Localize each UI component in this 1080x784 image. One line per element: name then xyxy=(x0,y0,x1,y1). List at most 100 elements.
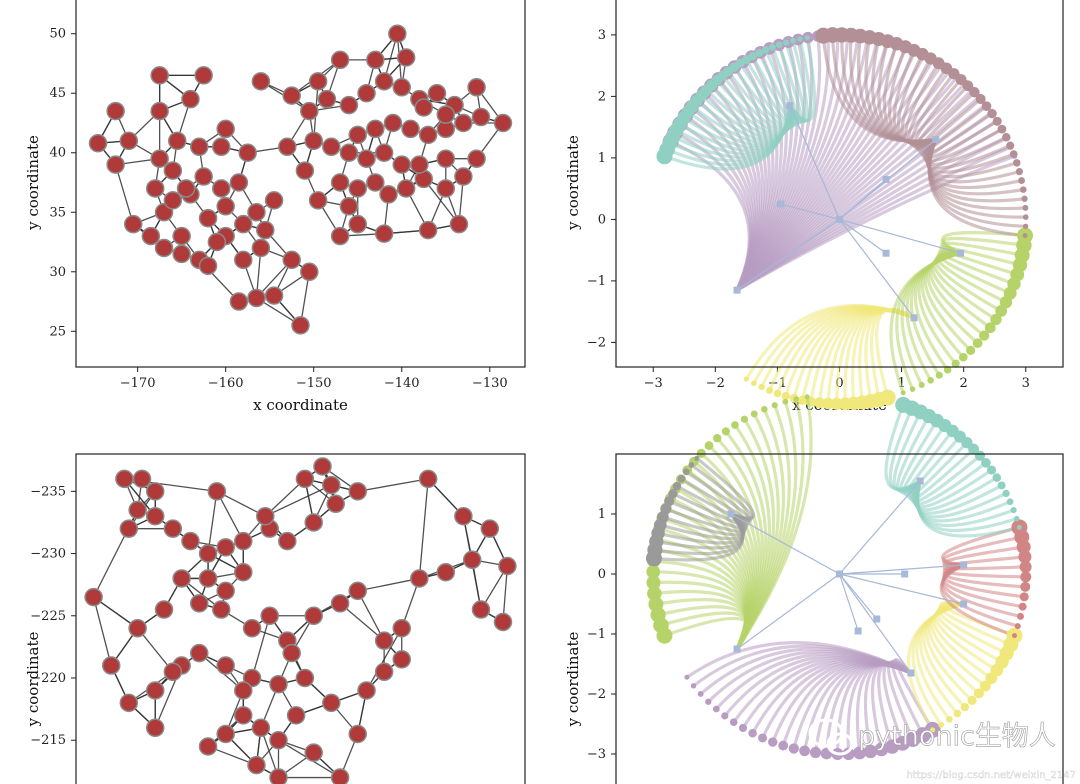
hive-leaf-node xyxy=(918,381,925,388)
network-node xyxy=(234,531,253,551)
network-node xyxy=(84,587,103,607)
network-node xyxy=(269,674,288,694)
hive-leaf-node xyxy=(1018,177,1026,185)
network-node xyxy=(454,167,473,186)
plot-frame xyxy=(615,453,1064,784)
hub-node xyxy=(957,249,965,257)
plot-frame xyxy=(75,453,526,784)
hive-leaf-node xyxy=(758,383,765,391)
network-node xyxy=(300,262,319,282)
network-node xyxy=(286,706,306,725)
network-node xyxy=(88,133,108,153)
network-node xyxy=(379,185,398,204)
hive-leaf-node xyxy=(1022,232,1028,238)
network-node xyxy=(392,650,411,669)
x-tick-label: −3 xyxy=(644,376,663,391)
network-node xyxy=(194,167,213,186)
inner-edge xyxy=(736,218,840,291)
hive-leaf-node xyxy=(694,455,700,461)
y-tick-label: −220 xyxy=(30,671,66,686)
hive-leaf-node xyxy=(895,396,912,413)
inner-edge xyxy=(736,573,840,650)
inner-links xyxy=(733,102,965,322)
network-edge xyxy=(365,627,403,691)
hive-leaf-node xyxy=(1020,571,1032,583)
hive-leaf-node xyxy=(969,87,980,98)
hive-leaf-node xyxy=(815,27,832,44)
hive-edge xyxy=(663,616,750,650)
hive-edge xyxy=(663,105,792,171)
network-node xyxy=(154,238,174,258)
watermark: pythonic生物人 https://blog.csdn.net/weixin_… xyxy=(808,718,1076,781)
network-node xyxy=(181,89,200,109)
hive-leaf-node xyxy=(771,402,778,409)
network-node xyxy=(410,569,429,588)
network-node xyxy=(216,581,235,601)
hive-leaf-node xyxy=(656,148,673,165)
network-node xyxy=(282,250,301,270)
network-node xyxy=(234,706,253,725)
network-edge xyxy=(418,478,429,579)
y-tick-label: 45 xyxy=(49,86,66,101)
network-node xyxy=(198,544,218,563)
network-node xyxy=(190,594,209,613)
hub-node xyxy=(854,627,862,635)
hive-leaf-node xyxy=(967,695,977,706)
x-tick-label: 3 xyxy=(1022,376,1030,391)
hive-leaf-node xyxy=(778,740,789,751)
network-node xyxy=(330,173,350,192)
network-node xyxy=(212,137,231,157)
network-node xyxy=(278,137,297,157)
network-node xyxy=(410,155,429,174)
network-edge xyxy=(502,565,509,623)
network-edge xyxy=(114,164,134,225)
network-node xyxy=(251,72,271,91)
inner-edge xyxy=(839,218,961,254)
hive-leaf-node xyxy=(788,743,799,754)
network-node xyxy=(150,149,169,168)
network-node xyxy=(418,125,438,145)
network-node xyxy=(493,113,513,133)
network-node xyxy=(449,214,469,234)
network-node xyxy=(339,95,359,115)
network-node xyxy=(392,78,411,97)
network-node xyxy=(145,179,165,198)
network-node xyxy=(300,101,319,121)
hive-leaf-node xyxy=(684,674,690,680)
y-tick-label: 1 xyxy=(598,151,606,166)
network-edge xyxy=(357,577,420,592)
network-node xyxy=(163,191,183,210)
network-node xyxy=(119,519,139,538)
network-node xyxy=(392,618,411,638)
network-node xyxy=(234,214,253,234)
hive-leaf-node xyxy=(750,410,758,418)
network-node xyxy=(462,550,482,570)
network-node xyxy=(339,143,359,162)
network-node xyxy=(498,556,517,576)
network-node xyxy=(366,173,385,192)
hive-leaf-node xyxy=(768,43,776,51)
hub-node xyxy=(901,570,909,578)
network-edge xyxy=(92,596,112,666)
network-node xyxy=(212,179,231,198)
network-node xyxy=(128,500,147,520)
hive-leaf-node xyxy=(1015,168,1024,176)
hive-leaf-node xyxy=(814,397,825,409)
network-node xyxy=(304,513,323,532)
network-node xyxy=(493,612,513,632)
hive-leaf-node xyxy=(731,421,739,429)
hub-node xyxy=(882,249,890,257)
hive-leaf-node xyxy=(740,415,749,423)
hive-leaf-node xyxy=(793,396,799,402)
inner-edge xyxy=(839,564,964,575)
hive-leaf-node xyxy=(973,688,984,699)
network-node xyxy=(313,457,332,476)
hub-node xyxy=(932,135,940,143)
network-node xyxy=(454,113,473,133)
network-node xyxy=(212,600,231,619)
network-node xyxy=(119,131,139,151)
network-node xyxy=(154,600,174,619)
network-node xyxy=(194,66,213,85)
hive-leaf-node xyxy=(696,448,706,458)
